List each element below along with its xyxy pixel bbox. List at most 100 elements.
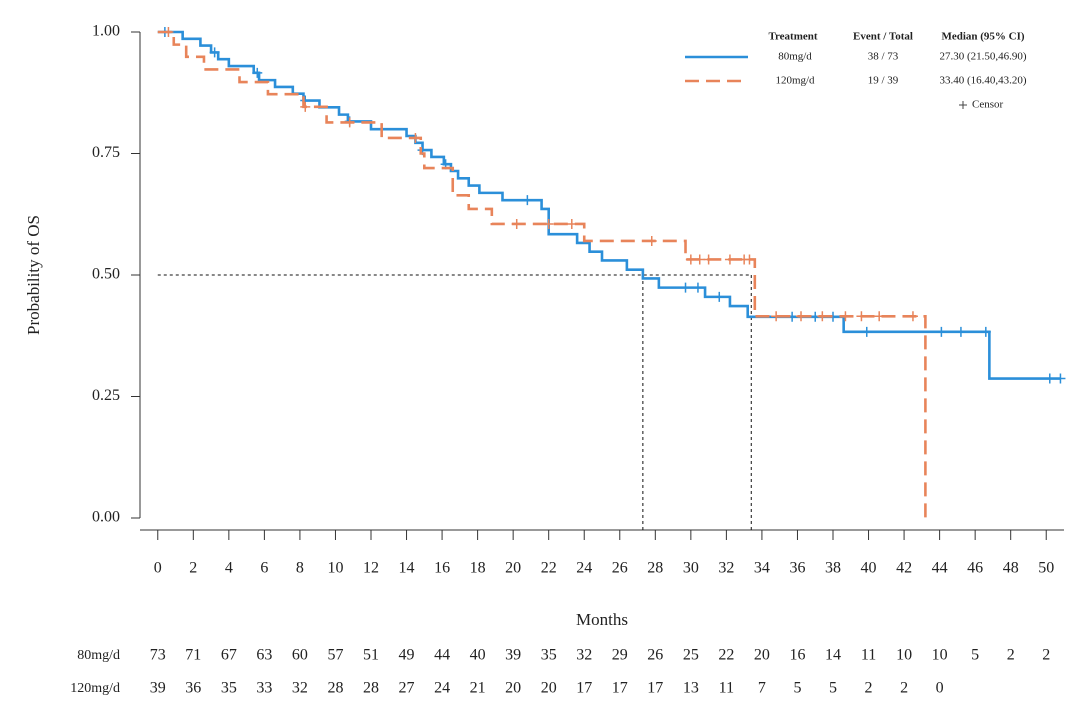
at-risk-count: 39 [505,647,521,664]
x-tick-label: 26 [612,560,628,577]
x-tick-label: 32 [718,560,734,577]
censor-mark [724,254,735,265]
at-risk-count: 11 [719,680,734,697]
legend-event-total: 38 / 73 [868,51,899,63]
at-risk-count: 5 [793,680,801,697]
censor-mark [744,254,755,265]
at-risk-count: 60 [292,647,308,664]
x-tick-label: 30 [683,560,699,577]
legend-censor-label: Censor [972,99,1004,111]
at-risk-count: 63 [256,647,272,664]
censor-mark [861,326,872,337]
at-risk-count: 2 [865,680,873,697]
at-risk-count: 20 [754,647,770,664]
at-risk-count: 26 [647,647,663,664]
at-risk-count: 7 [758,680,766,697]
at-risk-count: 36 [185,680,201,697]
legend-censor-symbol [959,101,967,109]
censor-mark [511,218,522,229]
risk-row-label: 120mg/d [70,681,120,696]
censor-mark [522,195,533,206]
x-axis-label: Months [576,610,628,629]
at-risk-count: 2 [1042,647,1050,664]
survival-curve [157,30,927,518]
y-tick-label: 0.50 [92,266,120,283]
censor-mark [680,282,691,293]
at-risk-count: 49 [399,647,415,664]
at-risk-count: 21 [470,680,486,697]
legend-name: 80mg/d [778,51,812,63]
at-risk-count: 29 [612,647,628,664]
x-tick-label: 24 [576,560,592,577]
x-tick-label: 16 [434,560,450,577]
x-tick-label: 38 [825,560,841,577]
legend-median: 27.30 (21.50,46.90) [939,51,1026,63]
censor-mark [936,326,947,337]
at-risk-count: 51 [363,647,379,664]
censor-mark [907,311,918,322]
legend-name: 120mg/d [775,75,815,87]
at-risk-count: 11 [861,647,876,664]
censor-mark [817,311,828,322]
at-risk-count: 27 [399,680,415,697]
y-tick-label: 1.00 [92,23,120,40]
censor-mark [980,326,991,337]
at-risk-count: 32 [292,680,308,697]
censor-mark [252,67,263,78]
at-risk-count: 5 [829,680,837,697]
x-tick-label: 20 [505,560,521,577]
censor-mark [685,254,696,265]
x-tick-label: 4 [225,560,233,577]
at-risk-count: 10 [896,647,912,664]
censor-mark [692,282,703,293]
x-tick-label: 10 [327,560,343,577]
at-risk-count: 40 [470,647,486,664]
at-risk-count: 28 [363,680,379,697]
legend-event-total: 19 / 39 [868,75,899,87]
x-tick-label: 40 [861,560,877,577]
censor-mark [955,326,966,337]
x-tick-label: 6 [260,560,268,577]
censor-mark [1055,373,1066,384]
at-risk-count: 5 [971,647,979,664]
x-tick-label: 46 [967,560,983,577]
at-risk-count: 10 [932,647,948,664]
x-tick-label: 42 [896,560,912,577]
censor-mark [703,254,714,265]
x-tick-label: 0 [154,560,162,577]
x-tick-label: 14 [399,560,415,577]
x-tick-label: 8 [296,560,304,577]
x-tick-label: 50 [1038,560,1054,577]
at-risk-count: 17 [647,680,663,697]
at-risk-count: 2 [900,680,908,697]
legend-header: Treatment [768,31,817,43]
at-risk-count: 14 [825,647,841,664]
at-risk-count: 39 [150,680,166,697]
censor-mark [714,291,725,302]
legend-header: Median (95% CI) [941,31,1024,43]
at-risk-count: 28 [327,680,343,697]
at-risk-count: 73 [150,647,166,664]
y-tick-label: 0.00 [92,509,120,526]
legend-header: Event / Total [853,31,913,43]
censor-mark [840,311,851,322]
censor-mark [410,132,421,143]
at-risk-count: 13 [683,680,699,697]
at-risk-count: 35 [541,647,557,664]
censor-mark [874,311,885,322]
at-risk-count: 33 [256,680,272,697]
censor-mark [344,117,355,128]
censor-mark [543,218,554,229]
censor-mark [646,235,657,246]
censor-mark [163,27,174,37]
at-risk-count: 32 [576,647,592,664]
at-risk-count: 24 [434,680,450,697]
censor-mark [566,218,577,229]
censor-mark [856,311,867,322]
censor-mark [796,311,807,322]
at-risk-count: 16 [789,647,805,664]
at-risk-count: 20 [541,680,557,697]
legend-median: 33.40 (16.40,43.20) [939,75,1026,87]
